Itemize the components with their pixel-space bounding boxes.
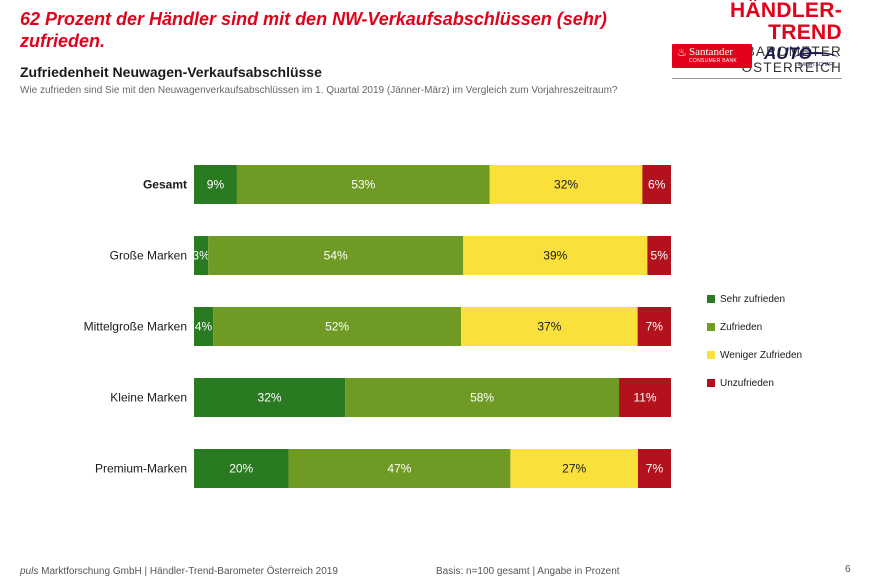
category-label: Mittelgroße Marken [84,320,187,334]
bar-segment [647,236,671,275]
bar-segment [637,307,671,346]
bar-segment [489,165,643,204]
legend-item: Unzufrieden [707,376,857,390]
data-label: 3% [192,249,210,263]
car-swoosh-icon [794,52,838,64]
bar-segment [208,236,464,275]
bar-segment [236,165,490,204]
data-label: 9% [207,178,225,192]
data-label: 7% [646,462,664,476]
bar-segment [213,307,462,346]
data-label: 32% [258,391,282,405]
data-label: 58% [470,391,494,405]
bar-segment [637,449,671,488]
data-label: 7% [646,320,664,334]
bar-segment [510,449,638,488]
legend-swatch [707,323,715,331]
data-label: 5% [651,249,669,263]
legend-label: Weniger Zufrieden [720,349,803,361]
data-label: 20% [229,462,253,476]
data-label: 37% [537,320,561,334]
data-label: 53% [351,178,375,192]
legend-item: Weniger Zufrieden [707,348,857,362]
legend-item: Sehr zufrieden [707,292,857,306]
chart-subtitle: Wie zufrieden sind Sie mit den Neuwagenv… [20,85,618,96]
bar-segment [194,449,289,488]
bar-segment [345,378,620,417]
data-label: 11% [633,391,656,405]
santander-sub: CONSUMER BANK [689,58,738,64]
data-label: 52% [325,320,349,334]
category-label: Große Marken [110,249,187,263]
bar-segment [194,307,214,346]
bar-segment [194,165,237,204]
data-label: 32% [554,178,578,192]
legend-label: Unzufrieden [720,377,774,389]
page-number: 6 [845,564,851,575]
flame-icon: ♨ [677,47,687,59]
auto-logo: AUTO & WIRTSCHAFT [764,44,842,70]
bar-segment [461,307,638,346]
chart-legend: Sehr zufrieden Zufrieden Weniger Zufrieden… [707,292,857,404]
data-label: 27% [562,462,586,476]
data-label: 54% [324,249,348,263]
sponsor-logos: ♨ Santander CONSUMER BANK AUTO & WIRTSCH… [672,44,842,72]
bar-segment [194,378,346,417]
santander-name: Santander [689,46,733,58]
legend-label: Sehr zufrieden [720,293,786,305]
data-label: 6% [648,178,666,192]
category-label: Kleine Marken [110,391,187,405]
santander-logo: ♨ Santander CONSUMER BANK [672,44,752,68]
headline: 62 Prozent der Händler sind mit den NW-V… [20,9,607,51]
auto-sub: & WIRTSCHAFT [798,62,836,68]
brand-title: HÄNDLER-TREND [729,0,842,44]
legend-swatch [707,351,715,359]
bar-segment [288,449,511,488]
data-label: 39% [543,249,567,263]
stacked-bar-chart: Gesamt 9% 53% 32% 6% Große Marken 3% 54% 39% 5% Mi… [84,165,671,488]
footer-company: puls Marktforschung GmbH | Händler-Trend… [20,566,338,577]
legend-item: Zufrieden [707,320,857,334]
footer-company-rest: Marktforschung GmbH | Händler-Trend-Baro… [38,566,338,577]
category-label: Premium-Marken [95,462,187,476]
footer-basis: Basis: n=100 gesamt | Angabe in Prozent [436,566,620,577]
legend-label: Zufrieden [720,321,763,333]
bar-segment [194,236,209,275]
legend-swatch [707,295,715,303]
category-label: Gesamt [143,178,187,192]
footer-company-italic: puls [20,566,39,577]
bar-segment [642,165,671,204]
bar-segment [463,236,648,275]
bar-segment [619,378,671,417]
chart-title: Zufriedenheit Neuwagen-Verkaufsabschlüss… [20,64,322,80]
data-label: 4% [195,320,213,334]
legend-swatch [707,379,715,387]
data-label: 47% [387,462,411,476]
